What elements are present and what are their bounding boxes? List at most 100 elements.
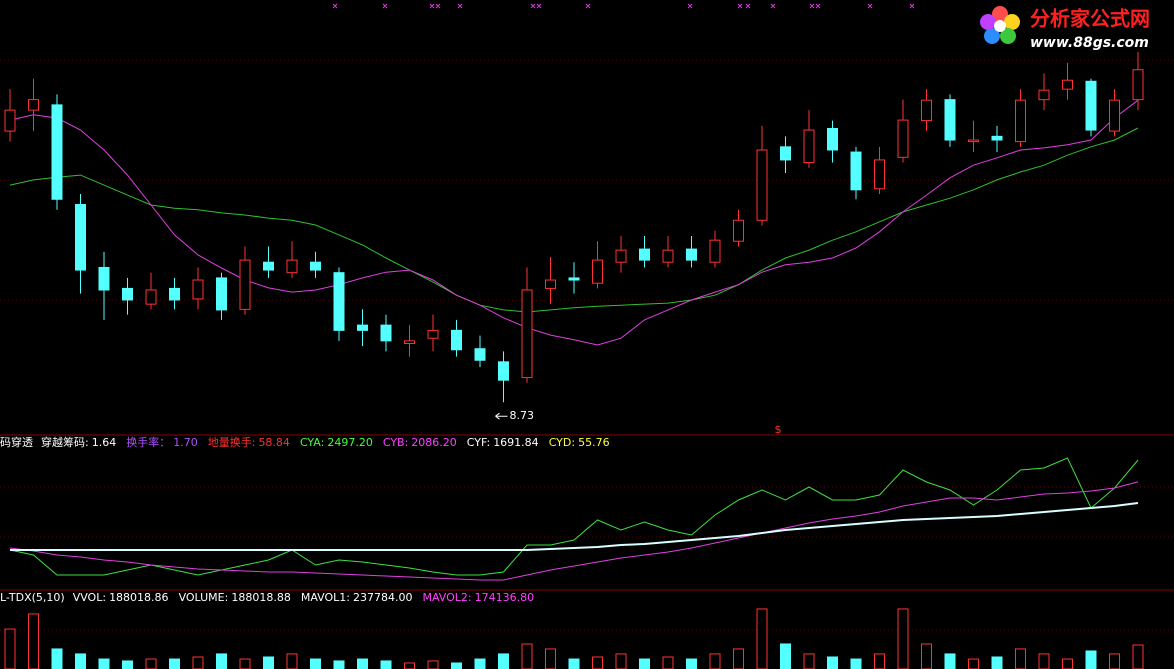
readout-label: VOLUME: [179, 591, 229, 604]
readout-label: CYD: [549, 436, 575, 449]
volume-bar [709, 653, 721, 669]
logo-flower [980, 6, 1020, 44]
candle-body [780, 146, 791, 161]
volume-bar [803, 653, 815, 669]
candle-body [427, 329, 439, 339]
volume-bar [827, 656, 838, 669]
volume-bar [686, 658, 697, 669]
low-arrow [495, 412, 508, 420]
volume-bar [521, 643, 533, 669]
volume-bar [51, 648, 63, 669]
volume-bar [592, 656, 603, 669]
volume-bar [145, 658, 157, 669]
volume-bar [850, 658, 862, 669]
signal-crosses [332, 3, 915, 9]
candle-body [122, 287, 133, 301]
readout-value: 55.76 [578, 436, 610, 449]
candle-body [545, 279, 556, 289]
readout-value: 2086.20 [411, 436, 457, 449]
indicator-line [9, 457, 1139, 576]
readout-value: 1691.84 [493, 436, 539, 449]
volume-bar [4, 628, 16, 669]
candle-body [451, 329, 462, 351]
logo: 分析家公式网 www.88gs.com [972, 0, 1174, 52]
volume-bar [333, 660, 345, 669]
volume-bar [1085, 650, 1097, 669]
candle-body [921, 99, 932, 122]
candle-body [850, 151, 862, 191]
candle-body [733, 219, 744, 242]
volume-bar [897, 608, 909, 669]
panel-title: L-TDX(5,10) [0, 591, 65, 604]
candle-body [4, 109, 16, 132]
volume-bar [568, 658, 580, 669]
candle-body [874, 159, 885, 190]
candle-body [897, 119, 909, 158]
candle-body [333, 272, 345, 331]
plot-area: 8.73$码穿透 穿越筹码: 1.64 换手率： 1.70 地量换手: 58.84 CYA: 2… [0, 47, 1144, 669]
candle-body [404, 340, 415, 344]
candle-body [498, 361, 509, 381]
indicator-line [9, 99, 1139, 346]
volume-bar [498, 653, 509, 669]
candle-body [357, 324, 368, 331]
indicator-line [9, 481, 1139, 581]
readout-label: 换手率： [126, 435, 170, 449]
readout-value: 188018.88 [231, 591, 291, 604]
volume-bar [1015, 648, 1026, 669]
volume-bar [169, 658, 180, 669]
volume-bar [1132, 644, 1144, 669]
candle-body [51, 104, 63, 200]
volume-bar [991, 656, 1003, 669]
volume-bar [545, 648, 556, 669]
readout-value: 188018.86 [109, 591, 169, 604]
candle-body [474, 348, 486, 361]
candle-body [991, 135, 1003, 141]
candle-body [686, 248, 697, 261]
readout-value: 1.70 [173, 436, 198, 449]
volume-bar [451, 662, 462, 669]
candle-body [380, 324, 392, 342]
volume-bar [357, 658, 368, 669]
volume-bar [944, 653, 956, 669]
volume-bar [474, 658, 486, 669]
volume-bar [286, 653, 298, 669]
candle-body [568, 277, 580, 281]
volume-bar [733, 648, 744, 669]
volume-bar [874, 653, 885, 669]
candle-body [756, 149, 768, 221]
volume-bar [756, 608, 768, 669]
readout-value: 2497.20 [327, 436, 373, 449]
candle-body [310, 261, 321, 271]
readout-backdrop [0, 591, 600, 605]
readout-label: CYB: [383, 436, 408, 449]
candle-body [28, 99, 39, 111]
readout-value: 237784.00 [353, 591, 413, 604]
volume-bar [1038, 653, 1050, 669]
volume-bar [239, 658, 251, 669]
volume-bar [28, 613, 39, 669]
candle-body [1132, 69, 1144, 101]
candle-body [662, 249, 674, 263]
volume-bar [1109, 653, 1120, 669]
readout-label: 地量换手: [208, 435, 256, 449]
indicator-line [10, 502, 1139, 551]
candle-body [263, 261, 274, 271]
volume-bar [662, 656, 674, 669]
volume-bar [921, 643, 932, 669]
readout-value: 1.64 [92, 436, 117, 449]
volume-bar [380, 660, 392, 669]
signal-label: $ [775, 423, 782, 436]
panel-title: 码穿透 [0, 435, 33, 449]
readout-label: 穿越筹码: [41, 435, 89, 449]
volume-bar [639, 658, 650, 669]
readout-label: CYF: [467, 436, 490, 449]
volume-bar [427, 660, 439, 669]
candle-body [827, 127, 838, 151]
candle-body [1085, 80, 1097, 131]
logo-title: 分析家公式网 [1030, 7, 1150, 31]
candle-body [592, 259, 603, 284]
candle-body [216, 277, 227, 311]
candle-body [1038, 89, 1050, 101]
